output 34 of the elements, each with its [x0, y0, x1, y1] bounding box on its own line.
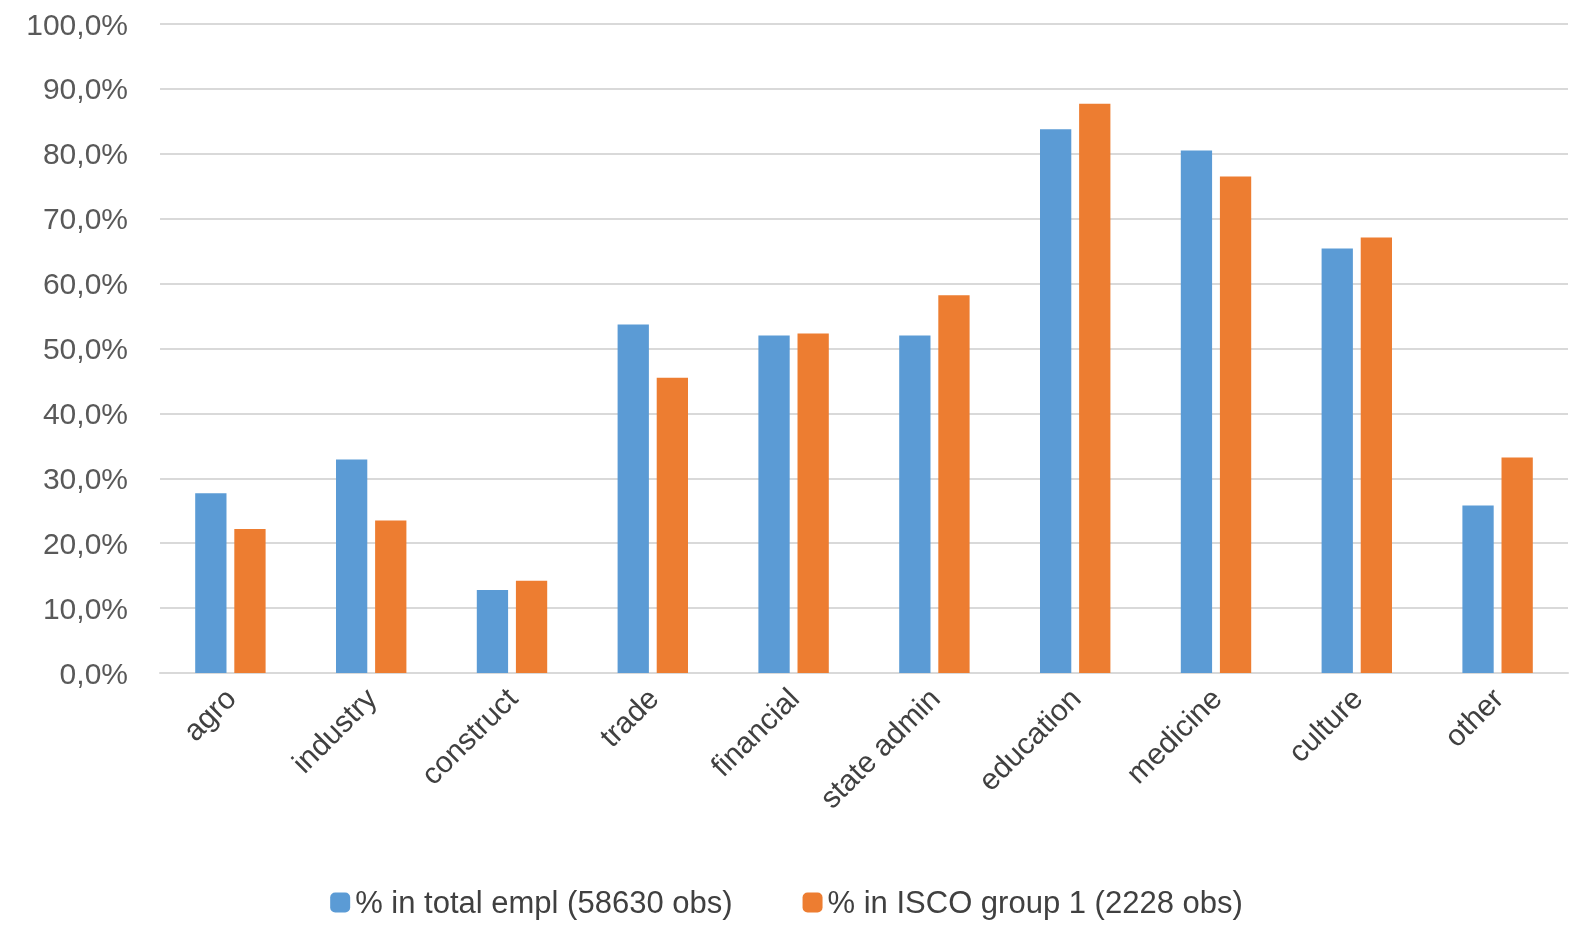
bar: [899, 335, 931, 673]
bar: [1079, 103, 1111, 673]
bar: [797, 333, 829, 673]
y-tick-label: 0,0%: [59, 656, 128, 690]
y-tick-label: 20,0%: [42, 526, 128, 560]
y-tick-label: 40,0%: [42, 396, 128, 430]
bar: [375, 520, 407, 673]
y-tick-label: 50,0%: [42, 332, 128, 365]
bar: [1040, 129, 1072, 673]
y-tick-label: 100,0%: [26, 7, 128, 41]
y-tick-label: 80,0%: [42, 137, 128, 171]
legend-label: % in ISCO group 1 (2228 obs): [827, 885, 1243, 920]
bar: [1180, 150, 1213, 673]
y-tick-label: 90,0%: [42, 72, 128, 106]
bar: [938, 295, 970, 673]
bar: [617, 324, 649, 673]
bar: [336, 459, 368, 673]
bar: [195, 493, 227, 673]
bar: [1360, 237, 1392, 673]
bar: [1501, 457, 1533, 673]
bar: [1321, 248, 1353, 673]
bar: [656, 377, 688, 673]
bar: [234, 528, 266, 673]
y-tick-label: 70,0%: [42, 202, 128, 236]
bar: [1462, 505, 1494, 673]
x-tick-label: agro: [176, 681, 243, 748]
bar: [1219, 176, 1252, 673]
legend-label: % in total empl (58630 obs): [355, 885, 733, 920]
y-tick-label: 10,0%: [42, 591, 128, 625]
y-tick-label: 30,0%: [42, 461, 128, 495]
y-tick-label: 60,0%: [42, 267, 128, 301]
bar: [476, 589, 509, 673]
bar: [758, 335, 790, 673]
bar: [515, 580, 548, 673]
